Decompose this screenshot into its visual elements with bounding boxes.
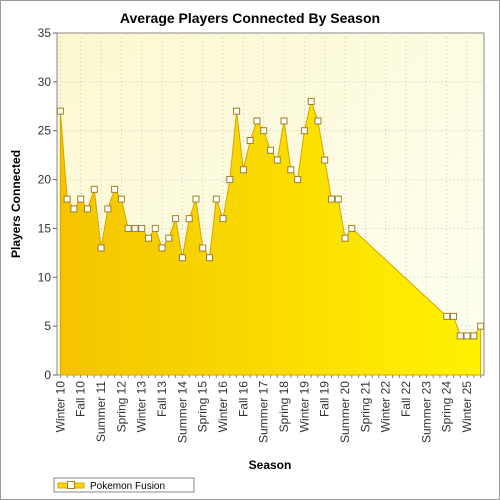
- data-point: [239, 166, 247, 174]
- data-point: [348, 224, 356, 232]
- data-point: [212, 195, 220, 203]
- data-point: [111, 185, 119, 193]
- data-point: [124, 224, 132, 232]
- data-point: [463, 332, 471, 340]
- data-point: [185, 215, 193, 223]
- data-point: [300, 127, 308, 135]
- x-tick-label: Winter 25: [460, 381, 474, 433]
- x-tick-label: Summer 14: [175, 381, 189, 443]
- x-tick-label: Winter 16: [216, 381, 230, 433]
- data-point: [117, 195, 125, 203]
- x-tick-label: Fall 22: [399, 381, 413, 417]
- data-point: [63, 195, 71, 203]
- x-tick-label: Fall 10: [74, 381, 88, 417]
- y-tick-label: 35: [38, 26, 52, 40]
- data-point: [138, 224, 146, 232]
- x-tick-label: Fall 13: [155, 381, 169, 417]
- x-tick-label: Winter 22: [379, 381, 393, 433]
- x-tick-label: Fall 19: [318, 381, 332, 417]
- x-tick-label: Summer 23: [419, 381, 433, 443]
- x-axis-title: Season: [249, 458, 292, 472]
- data-point: [151, 224, 159, 232]
- data-point: [273, 156, 281, 164]
- x-axis: Winter 10 Fall 10 Summer 11 Spring 12 Winter…: [53, 375, 482, 443]
- data-point: [246, 136, 254, 144]
- x-tick-label: Winter 13: [135, 381, 149, 433]
- x-tick-label: Winter 10: [53, 381, 67, 433]
- x-tick-label: Summer 17: [257, 381, 271, 443]
- data-point: [199, 244, 207, 252]
- legend-marker-icon: [67, 481, 75, 489]
- x-tick-label: Spring 21: [358, 381, 372, 433]
- y-tick-label: 25: [38, 124, 52, 138]
- y-tick-label: 10: [38, 270, 52, 284]
- data-point: [253, 117, 261, 125]
- data-point: [206, 254, 213, 262]
- y-axis-title: Players Connected: [9, 150, 23, 258]
- data-point: [158, 244, 166, 252]
- y-tick-label: 5: [44, 319, 51, 333]
- x-tick-label: Summer 11: [94, 381, 108, 442]
- data-point: [131, 224, 139, 232]
- y-tick-label: 15: [38, 221, 52, 235]
- data-point: [192, 195, 200, 203]
- data-point: [165, 234, 173, 242]
- data-point: [145, 234, 152, 242]
- data-point: [456, 332, 464, 340]
- data-point: [178, 254, 186, 262]
- y-tick-label: 30: [38, 75, 52, 89]
- x-tick-label: Winter 19: [297, 381, 311, 433]
- chart-title: Average Players Connected By Season: [120, 10, 380, 26]
- data-point: [56, 107, 64, 115]
- data-point: [267, 146, 274, 154]
- data-point: [287, 166, 295, 174]
- data-point: [470, 332, 478, 340]
- data-point: [97, 244, 105, 252]
- y-tick-label: 20: [38, 173, 52, 187]
- data-point: [104, 205, 112, 213]
- y-tick-label: 0: [44, 368, 51, 382]
- data-point: [307, 97, 315, 105]
- data-point: [294, 176, 302, 184]
- x-tick-label: Spring 24: [440, 381, 454, 433]
- data-point: [260, 127, 268, 135]
- legend-box: [53, 477, 195, 493]
- data-point: [314, 117, 322, 125]
- x-tick-label: Spring 15: [196, 381, 210, 433]
- y-axis: 0 5 10 15 20 25 30 35: [38, 26, 57, 382]
- data-point: [328, 195, 335, 203]
- data-point: [233, 107, 241, 115]
- legend: Pokemon Fusion: [53, 477, 195, 493]
- data-point: [90, 185, 98, 193]
- x-tick-label: Fall 16: [236, 381, 250, 417]
- data-point: [450, 312, 457, 320]
- data-point: [341, 234, 349, 242]
- data-point: [477, 322, 485, 330]
- data-point: [280, 117, 288, 125]
- data-point: [226, 176, 234, 184]
- data-point: [70, 205, 78, 213]
- data-point: [77, 195, 85, 203]
- x-tick-label: Spring 18: [277, 381, 291, 433]
- data-point: [443, 312, 451, 320]
- data-point: [84, 205, 91, 213]
- data-point: [172, 215, 180, 223]
- x-tick-label: Spring 12: [114, 381, 128, 433]
- data-point: [321, 156, 329, 164]
- data-point: [334, 195, 342, 203]
- x-tick-label: Summer 20: [338, 381, 352, 443]
- legend-label-pokemon-fusion: Pokemon Fusion: [90, 481, 165, 492]
- series-markers: [56, 97, 485, 340]
- data-point: [219, 215, 227, 223]
